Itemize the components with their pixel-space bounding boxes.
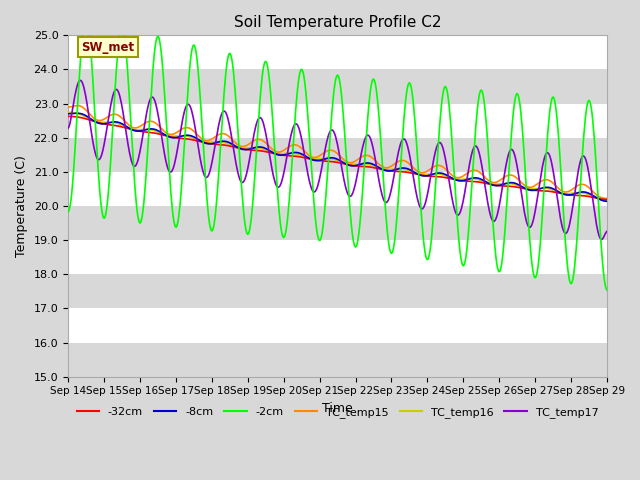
Bar (68, 343, 607, 377)
-32cm (129, 127, 137, 133)
TC_temp16 (603, 197, 611, 203)
TC_temp16 (129, 126, 137, 132)
TC_temp16 (419, 172, 426, 178)
Bar (68, 70, 607, 104)
TC_temp15 (213, 132, 221, 138)
-32cm (403, 169, 411, 175)
-32cm (64, 113, 72, 119)
Text: SW_met: SW_met (82, 41, 135, 54)
-32cm (603, 197, 611, 203)
TC_temp15 (419, 170, 427, 176)
TC_temp17 (131, 163, 138, 169)
Bar (68, 104, 607, 138)
Y-axis label: Temperature (C): Temperature (C) (15, 155, 28, 257)
TC_temp15 (603, 195, 611, 201)
TC_temp16 (212, 139, 220, 144)
-32cm (212, 142, 220, 147)
TC_temp17 (64, 125, 72, 131)
-2cm (419, 236, 427, 241)
TC_temp15 (185, 125, 193, 131)
TC_temp17 (213, 130, 221, 135)
Line: TC_temp15: TC_temp15 (68, 106, 607, 198)
TC_temp15 (74, 103, 81, 108)
-8cm (75, 110, 83, 116)
-8cm (419, 173, 427, 179)
Bar (68, 240, 607, 274)
-2cm (213, 191, 221, 196)
TC_temp16 (64, 109, 72, 115)
-2cm (131, 173, 138, 179)
-8cm (603, 198, 611, 204)
TC_temp16 (403, 167, 411, 173)
X-axis label: Time: Time (322, 402, 353, 415)
-32cm (419, 172, 426, 178)
Line: -2cm: -2cm (68, 17, 607, 290)
TC_temp15 (64, 104, 72, 110)
TC_temp16 (184, 133, 192, 139)
TC_temp17 (404, 144, 412, 149)
-8cm (185, 132, 193, 138)
TC_temp17 (598, 237, 605, 242)
-2cm (185, 75, 193, 81)
Bar (68, 206, 607, 240)
-2cm (64, 209, 72, 215)
Line: TC_temp16: TC_temp16 (68, 112, 607, 200)
Title: Soil Temperature Profile C2: Soil Temperature Profile C2 (234, 15, 442, 30)
TC_temp17 (419, 205, 427, 211)
Bar (68, 309, 607, 343)
-8cm (64, 111, 72, 117)
Line: TC_temp17: TC_temp17 (68, 80, 607, 240)
TC_temp17 (74, 81, 82, 86)
-8cm (131, 128, 138, 133)
Bar (68, 36, 607, 70)
-32cm (184, 136, 192, 142)
TC_temp17 (185, 102, 193, 108)
Bar (68, 274, 607, 309)
-8cm (213, 139, 221, 145)
TC_temp17 (76, 77, 84, 83)
-8cm (404, 166, 412, 172)
-8cm (74, 110, 81, 116)
-2cm (603, 287, 611, 293)
TC_temp15 (404, 159, 412, 165)
-2cm (404, 84, 412, 90)
Legend: -32cm, -8cm, -2cm, TC_temp15, TC_temp16, TC_temp17: -32cm, -8cm, -2cm, TC_temp15, TC_temp16,… (72, 403, 603, 422)
TC_temp16 (74, 111, 82, 117)
TC_temp15 (75, 103, 83, 108)
-2cm (74, 98, 82, 104)
Line: -8cm: -8cm (68, 113, 607, 201)
Line: -32cm: -32cm (68, 116, 607, 200)
TC_temp17 (603, 228, 611, 234)
Bar (68, 172, 607, 206)
TC_temp15 (131, 125, 138, 131)
-32cm (74, 114, 82, 120)
Bar (68, 138, 607, 172)
-2cm (83, 14, 90, 20)
